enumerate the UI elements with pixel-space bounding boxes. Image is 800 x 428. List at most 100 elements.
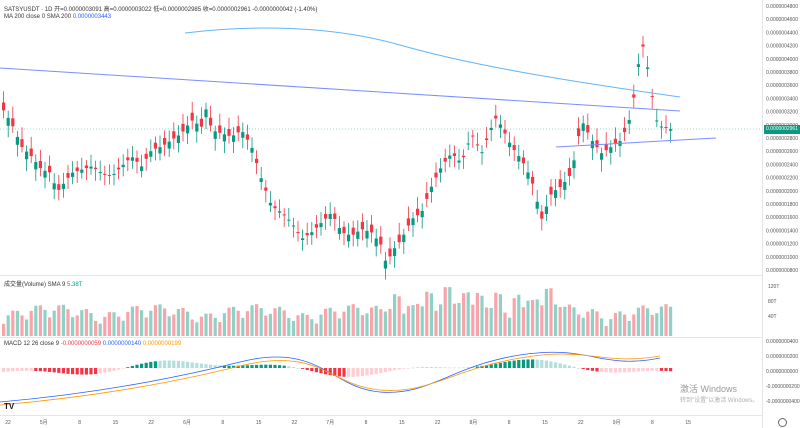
macd-hist-bar xyxy=(328,368,332,376)
macd-hist-bar xyxy=(498,362,502,368)
macd-hist-bar xyxy=(664,368,668,372)
volume-bar xyxy=(135,306,139,336)
time-tick-label: 8 xyxy=(365,420,368,426)
candle-body xyxy=(333,213,337,219)
volume-bar xyxy=(540,305,544,336)
macd-hist-bar xyxy=(6,368,10,372)
price-tick-label: 0.0000001400 xyxy=(766,228,798,234)
candle-body xyxy=(34,162,38,170)
macd-hist-bar xyxy=(278,365,282,368)
candle-body xyxy=(15,136,19,145)
candle-body xyxy=(609,147,613,153)
volume-bar xyxy=(287,318,291,336)
candle-body xyxy=(94,167,98,170)
trend-line-upper xyxy=(0,67,681,112)
volume-bar xyxy=(554,304,558,336)
macd-hist-bar xyxy=(255,364,259,368)
candle-body xyxy=(623,127,627,133)
macd-hist-bar xyxy=(250,365,254,368)
macd-hist-bar xyxy=(75,368,79,375)
candle-body xyxy=(627,119,631,124)
time-tick-label: 15 xyxy=(113,420,119,426)
time-tick-label: 8 xyxy=(651,420,654,426)
macd-tick-label: 0.0000000200 xyxy=(766,354,798,360)
macd-hist-bar xyxy=(15,368,19,372)
volume-bar xyxy=(360,315,364,336)
candle-body xyxy=(462,155,466,158)
macd-hist-bar xyxy=(84,368,88,375)
settings-gear-icon[interactable] xyxy=(778,418,787,427)
chart-header: SATSYUSDT · 1D 开=0.0000003091 高=0.000000… xyxy=(4,4,317,13)
volume-bar xyxy=(379,309,383,336)
time-tick-label: 22 xyxy=(5,420,11,426)
trend-line-lower xyxy=(555,137,717,148)
macd-hist-bar xyxy=(287,366,291,368)
volume-bar xyxy=(2,323,6,336)
macd-hist-bar xyxy=(379,368,383,374)
volume-bar xyxy=(163,308,167,336)
volume-bar xyxy=(282,310,286,336)
macd-hist-bar xyxy=(457,367,461,369)
candle-body xyxy=(287,219,291,221)
macd-hist-bar xyxy=(360,368,364,377)
time-tick-label: 22 xyxy=(292,420,298,426)
volume-bar xyxy=(452,303,456,336)
macd-hist-bar xyxy=(452,367,456,369)
tradingview-logo[interactable]: TV xyxy=(4,402,15,411)
time-tick-label: 8 xyxy=(221,420,224,426)
volume-bar xyxy=(563,306,567,336)
macd-hist-bar xyxy=(176,360,180,368)
macd-hist-bar xyxy=(98,368,102,374)
candle-body xyxy=(190,112,194,121)
volume-bar xyxy=(388,308,392,336)
volume-bar xyxy=(604,326,608,336)
volume-bar xyxy=(204,313,208,336)
price-tick-label: 0.0000004400 xyxy=(766,30,798,36)
macd-hist-bar xyxy=(112,368,116,371)
price-axis-divider xyxy=(762,0,763,428)
candle-body xyxy=(540,211,544,219)
macd-hist-bar xyxy=(393,368,397,371)
candle-body xyxy=(641,44,645,47)
candle-body xyxy=(98,172,102,174)
candle-body xyxy=(25,151,29,160)
volume-bar xyxy=(296,315,300,336)
candle-body xyxy=(351,227,355,235)
volume-bar xyxy=(632,314,636,336)
price-tick-label: 0.0000003200 xyxy=(766,110,798,116)
candle-body xyxy=(121,164,125,168)
candle-body xyxy=(508,142,512,148)
macd-legend[interactable]: MACD 12 26 close 9 -0.0000000059 0.00000… xyxy=(4,341,181,347)
candle-body xyxy=(291,225,295,227)
candle-body xyxy=(337,228,341,234)
macd-hist-bar xyxy=(485,365,489,368)
candle-body xyxy=(664,126,668,128)
volume-bar xyxy=(190,319,194,336)
ma-legend[interactable]: MA 200 close 0 SMA 200 0.0000003443 xyxy=(4,14,111,20)
volume-bar xyxy=(130,306,134,336)
macd-hist-bar xyxy=(416,367,420,368)
symbol-label[interactable]: SATSYUSDT · 1D xyxy=(4,7,53,13)
volume-bar xyxy=(301,313,305,336)
volume-bar xyxy=(268,313,272,336)
watermark-line-2: 转到"设置"以激活 Windows。 xyxy=(680,398,759,404)
candle-body xyxy=(425,193,429,199)
candle-body xyxy=(130,157,134,161)
candle-body xyxy=(107,175,111,177)
macd-hist-bar xyxy=(402,368,406,369)
candle-body xyxy=(636,64,640,67)
volume-bar xyxy=(80,310,84,336)
macd-hist-bar xyxy=(61,368,65,374)
ohlc-readout: 开=0.0000003091 高=0.0000003022 低=0.000000… xyxy=(54,7,318,13)
volume-legend[interactable]: 成交量(Volume) SMA 9 5.38T xyxy=(4,279,82,288)
volume-bar xyxy=(393,294,397,336)
candle-body xyxy=(117,167,121,170)
macd-hist-bar xyxy=(117,368,121,370)
time-tick-label: 22 xyxy=(435,420,441,426)
price-tick-label: 0.0000004200 xyxy=(766,44,798,50)
macd-hist-bar xyxy=(80,368,84,375)
volume-bar xyxy=(434,310,438,336)
volume-bar xyxy=(314,323,318,336)
macd-hist-bar xyxy=(554,362,558,368)
